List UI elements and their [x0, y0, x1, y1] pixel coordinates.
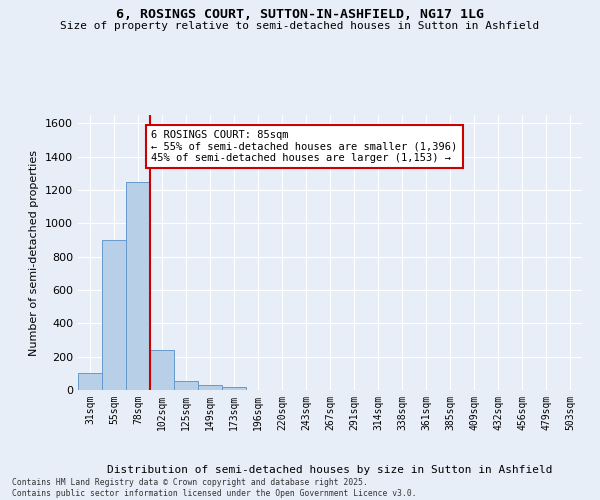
Bar — [78, 374, 102, 390]
Text: Size of property relative to semi-detached houses in Sutton in Ashfield: Size of property relative to semi-detach… — [61, 21, 539, 31]
Bar — [222, 386, 246, 390]
Bar — [126, 182, 150, 390]
Text: Contains HM Land Registry data © Crown copyright and database right 2025.
Contai: Contains HM Land Registry data © Crown c… — [12, 478, 416, 498]
Y-axis label: Number of semi-detached properties: Number of semi-detached properties — [29, 150, 40, 356]
Bar — [198, 385, 222, 390]
Text: Distribution of semi-detached houses by size in Sutton in Ashfield: Distribution of semi-detached houses by … — [107, 465, 553, 475]
Bar — [174, 381, 198, 390]
Text: 6, ROSINGS COURT, SUTTON-IN-ASHFIELD, NG17 1LG: 6, ROSINGS COURT, SUTTON-IN-ASHFIELD, NG… — [116, 8, 484, 20]
Bar — [150, 350, 174, 390]
Bar — [102, 240, 126, 390]
Text: 6 ROSINGS COURT: 85sqm
← 55% of semi-detached houses are smaller (1,396)
45% of : 6 ROSINGS COURT: 85sqm ← 55% of semi-det… — [151, 130, 457, 163]
